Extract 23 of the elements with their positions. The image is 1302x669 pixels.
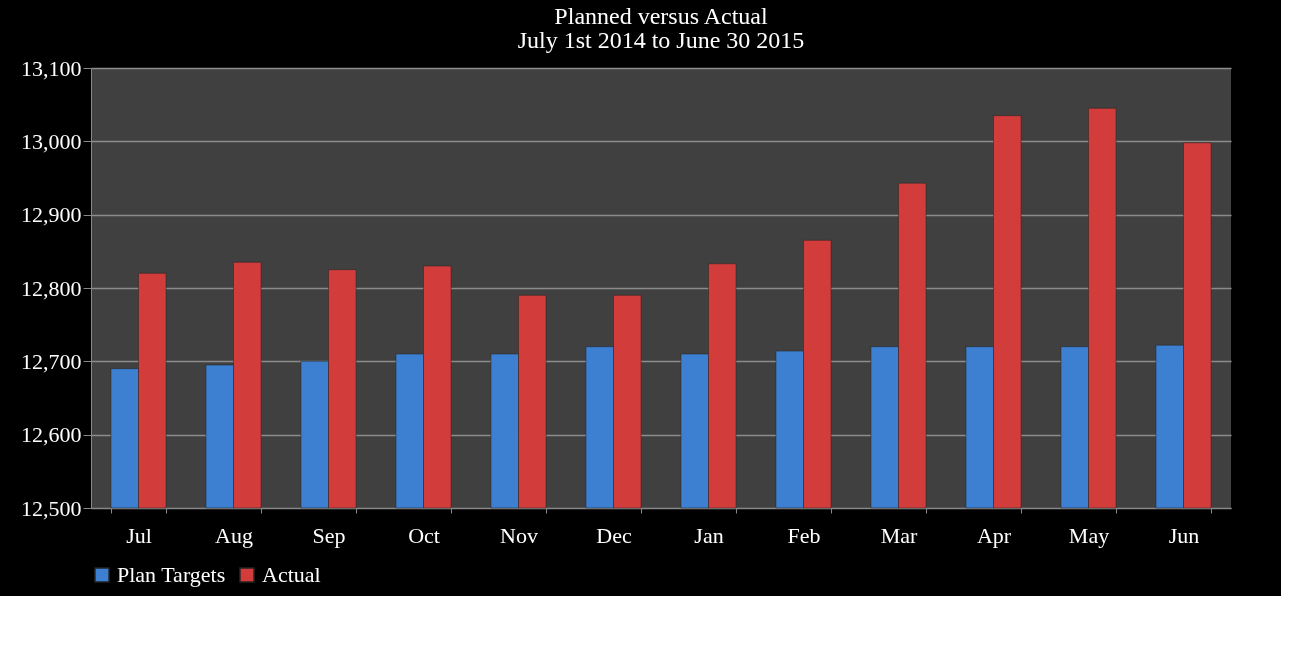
x-tick-label: Mar <box>880 522 918 548</box>
x-tick-label: Dec <box>596 522 632 548</box>
y-tick-label: 12,600 <box>21 422 82 448</box>
x-tick-label: Oct <box>408 522 440 548</box>
legend-label: Actual <box>262 562 321 587</box>
x-tick-label: Jan <box>694 522 724 548</box>
legend-label: Plan Targets <box>117 562 226 587</box>
x-tick-label: Aug <box>215 522 253 548</box>
chart-subtitle: July 1st 2014 to June 30 2015 <box>517 27 805 53</box>
x-tick-label: Feb <box>787 522 821 548</box>
x-tick-label: Apr <box>976 522 1012 548</box>
y-tick-label: 12,700 <box>21 348 82 374</box>
y-tick-label: 13,000 <box>21 128 82 154</box>
y-tick-label: 12,800 <box>21 275 82 301</box>
x-tick-label: Nov <box>500 522 538 548</box>
x-tick-label: Sep <box>312 522 346 548</box>
y-tick-label: 12,900 <box>21 202 82 228</box>
x-tick-label: Jul <box>126 522 152 548</box>
x-tick-label: Jun <box>1168 522 1200 548</box>
x-tick-label: May <box>1068 522 1110 548</box>
y-tick-label: 13,100 <box>21 55 82 81</box>
chart-title: Planned versus Actual <box>554 3 768 29</box>
y-tick-label: 12,500 <box>21 495 82 521</box>
